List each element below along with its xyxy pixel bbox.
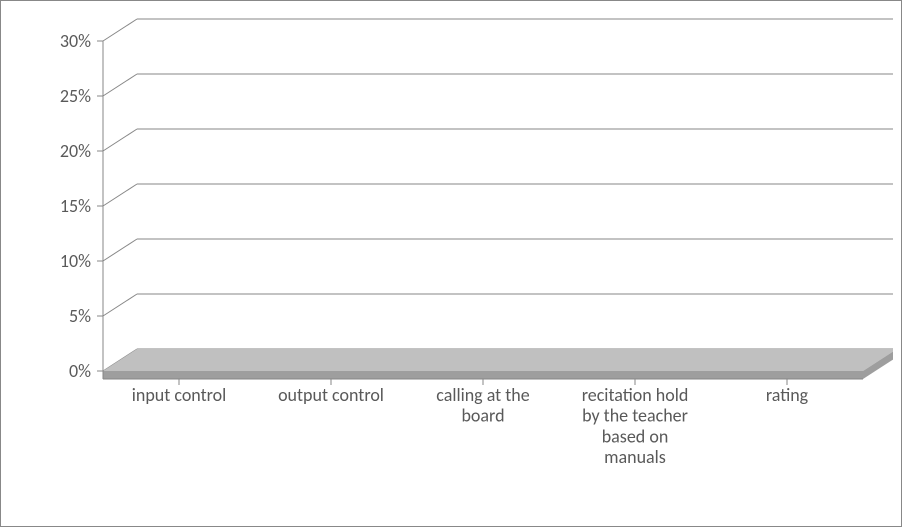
- bar-chart-3d: 0% 5% 10% 15% 20% 25% 30% input control output c…: [11, 11, 893, 518]
- chart-frame: 0% 5% 10% 15% 20% 25% 30% input control output c…: [0, 0, 902, 527]
- y-tick-label: 20%: [60, 140, 91, 162]
- y-tick-label: 0%: [69, 360, 91, 382]
- y-tick-label: 25%: [60, 85, 91, 107]
- x-category-label: rating: [766, 384, 809, 406]
- y-tick-label: 30%: [60, 30, 91, 52]
- y-tick-label: 15%: [60, 195, 91, 217]
- y-tick-label: 5%: [69, 305, 91, 327]
- x-category-label: input control: [132, 384, 226, 406]
- x-category-label: output control: [278, 384, 384, 406]
- x-category-label: recitation holdby the teacherbased onman…: [582, 384, 689, 468]
- y-tick-label: 10%: [60, 250, 91, 272]
- x-category-label: calling at theboard: [436, 384, 530, 427]
- chart-container: 0% 5% 10% 15% 20% 25% 30% input control output c…: [11, 11, 891, 516]
